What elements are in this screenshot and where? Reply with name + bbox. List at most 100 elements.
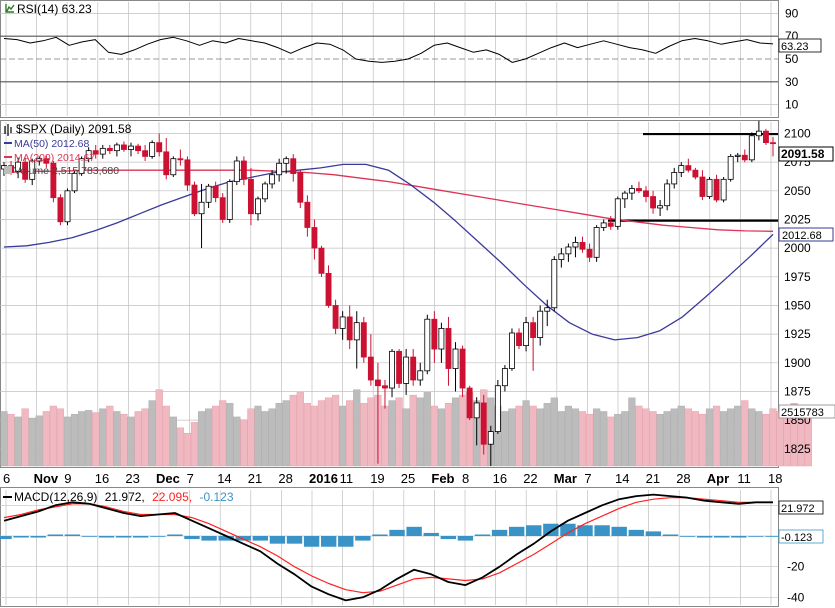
candle-body [706,178,713,197]
candle-body [120,144,127,150]
candle-body [530,322,537,338]
rsi-current-badge: 63.23 [778,38,822,53]
volume-bar [247,408,255,467]
volume-bar [233,416,241,467]
volume-bar [275,403,283,467]
volume-bar [113,411,121,467]
macd-histogram-bar [560,523,576,536]
x-tick-label: Mar [554,471,577,486]
volume-bar [92,412,100,467]
candle-body [290,158,297,174]
volume-bar [529,405,537,467]
volume-bar [748,408,756,467]
macd-histogram-bar [457,536,474,541]
macd-legend-prefix: MACD(12,26,9) [14,490,97,504]
candle-body [459,348,466,389]
candles [1,120,776,466]
volume-bar [416,397,424,467]
x-tick-label: 28 [278,471,292,486]
volume-bar [317,400,326,467]
macd-histogram-bar [662,534,679,536]
candle-body [36,158,43,162]
volume-bar [28,417,36,467]
candle-body [720,178,727,201]
candle-body [226,181,233,220]
candle-body [382,385,388,389]
volume-bar [705,408,714,467]
candle-body [304,201,311,228]
rsi-grid [0,2,778,116]
x-tick-label: 7 [584,471,591,486]
volume-bar [409,394,417,467]
volume-bar [698,413,707,467]
volume-bar [35,415,43,467]
volume-bar [727,408,735,467]
x-tick-label: 22 [523,471,537,486]
ma50-series [3,163,774,341]
volume-bar [56,408,65,467]
macd-histogram-bar [765,536,781,537]
volume-bar [169,416,177,467]
candle-body [156,142,163,153]
price-legend-symbol: $SPX (Daily) 2091.58 [16,122,132,136]
candle-body [417,370,424,381]
ma200-series [3,169,774,232]
x-tick-label: 28 [676,471,690,486]
svg-text:MACD(12,26,9) 21.972,: MACD(12,26,9) 21.972, 22.095, -0.123 [14,490,234,504]
macd-histogram-bar [526,525,542,536]
volume-current-label: 2515783 [781,407,824,419]
volume-bar [614,413,622,467]
volume-bar [621,411,629,467]
candle-body [163,151,170,176]
volume-bar [176,427,184,467]
candle-body [473,402,480,419]
volume-bar [508,408,516,467]
price-tick-label: 2025 [784,212,811,226]
candle-body [636,188,642,192]
candle-body [755,130,762,137]
candle-body [57,197,64,223]
volume-bar [261,411,269,467]
candle-body [509,332,515,369]
candle-body [452,348,459,369]
volume-bar [571,408,580,467]
candle-body [770,142,776,145]
price-panel: $SPX (Daily) 2091.58 MA(50) 2012.68 MA(2… [0,120,835,468]
candle-body [487,431,494,445]
macd-histogram-bar [645,531,662,536]
candle-body [297,172,304,203]
candle-body [247,178,254,215]
volume-bar [78,411,86,467]
macd-legend-macd: 21.972, [105,490,145,504]
candle-body [650,196,657,209]
candle-body [92,150,99,155]
volume-bar [14,416,22,467]
volume-bar [0,411,8,467]
candle-body [346,316,353,341]
candle-body [198,201,205,215]
volume-bar [444,403,453,467]
x-tick-label: Dec [156,471,180,486]
candle-body [748,135,755,161]
candle-body [607,222,614,227]
volume-bar [684,408,692,467]
volume-bar [70,413,79,467]
candle-body [431,318,438,350]
candle-body [332,305,339,329]
price-legend: $SPX (Daily) 2091.58 MA(50) 2012.68 MA(2… [4,122,132,177]
candle-body [29,160,36,180]
macd-histogram-bar [714,536,730,538]
volume-bar [649,411,657,467]
x-tick-label: 19 [370,471,384,486]
macd-histogram-bar [30,536,46,538]
candle-body [741,154,748,161]
candle-body [565,246,572,255]
candle-body [360,322,367,358]
macd-histogram-bar [252,536,269,541]
volume-bar [522,400,530,467]
volume-bar [755,411,763,467]
x-tick-label: 16 [95,471,109,486]
candle-body [106,147,113,152]
candle-body [15,161,22,172]
x-tick-label: Apr [707,471,729,486]
